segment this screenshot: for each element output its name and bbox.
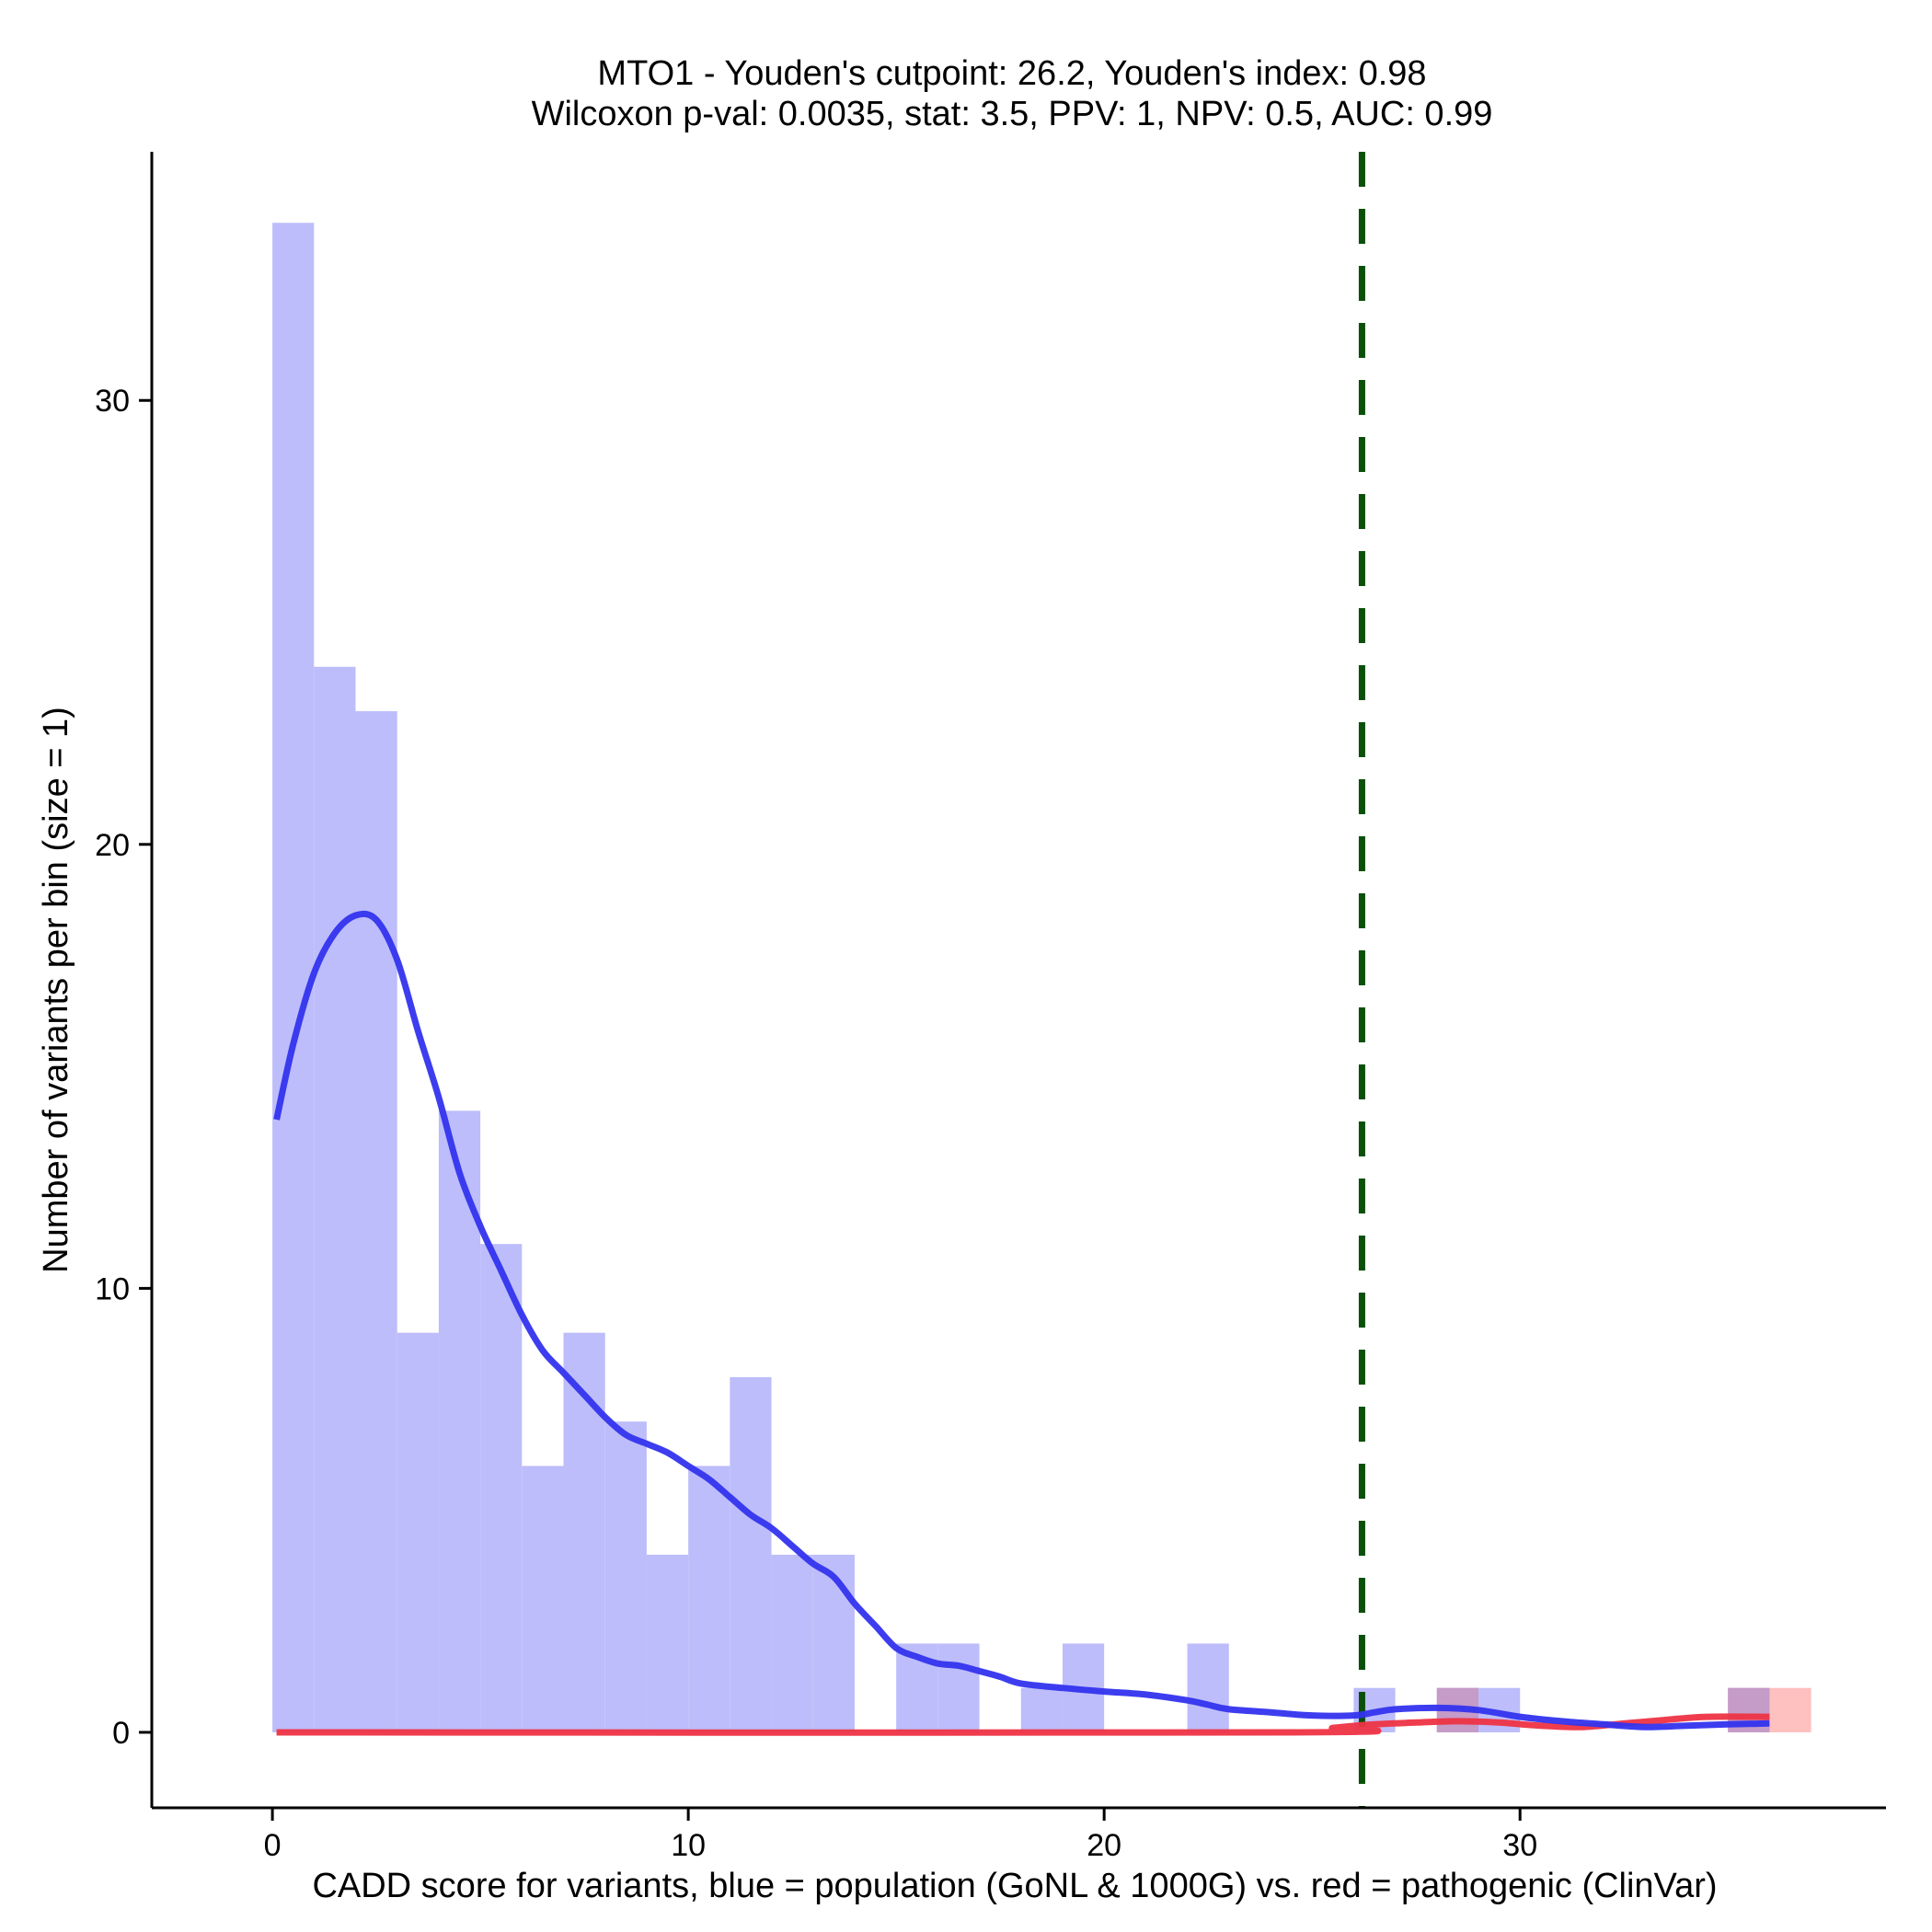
x-tick-label: 30 (1502, 1828, 1537, 1863)
population-bar (355, 711, 397, 1732)
x-tick-label: 0 (264, 1828, 282, 1863)
population-bar (771, 1554, 813, 1732)
chart-title-line-1: MTO1 - Youden's cutpoint: 26.2, Youden's… (597, 54, 1426, 93)
pathogenic-bar (1769, 1687, 1811, 1732)
population-bar (397, 1332, 439, 1732)
y-tick-label: 0 (112, 1716, 130, 1751)
population-bar (314, 666, 356, 1732)
y-tick-label: 10 (95, 1271, 130, 1306)
y-tick-label: 20 (95, 828, 130, 863)
axes: 0 10 20 30 0 10 20 30 (95, 152, 1886, 1863)
y-tick-label: 30 (95, 384, 130, 419)
population-bar (688, 1466, 730, 1732)
population-density-curve (273, 910, 1770, 1731)
population-bar (646, 1554, 689, 1732)
x-axis-label: CADD score for variants, blue = populati… (312, 1867, 1717, 1905)
population-bar (937, 1643, 980, 1732)
population-bar (1020, 1687, 1063, 1732)
chart-title-line-2: Wilcoxon p-val: 0.0035, stat: 3.5, PPV: … (532, 95, 1493, 133)
population-bar (480, 1244, 523, 1732)
population-bar (1187, 1643, 1229, 1732)
population-bar (730, 1376, 772, 1732)
population-bar (522, 1466, 564, 1732)
population-bar (812, 1554, 855, 1732)
population-bar (272, 223, 315, 1732)
population-bar (604, 1421, 647, 1732)
y-axis-label: Number of variants per bin (size = 1) (37, 707, 75, 1273)
pathogenic-density-curve (276, 1713, 1770, 1736)
x-tick-label: 20 (1087, 1828, 1121, 1863)
x-tick-label: 10 (671, 1828, 706, 1863)
population-bars (272, 223, 1770, 1732)
